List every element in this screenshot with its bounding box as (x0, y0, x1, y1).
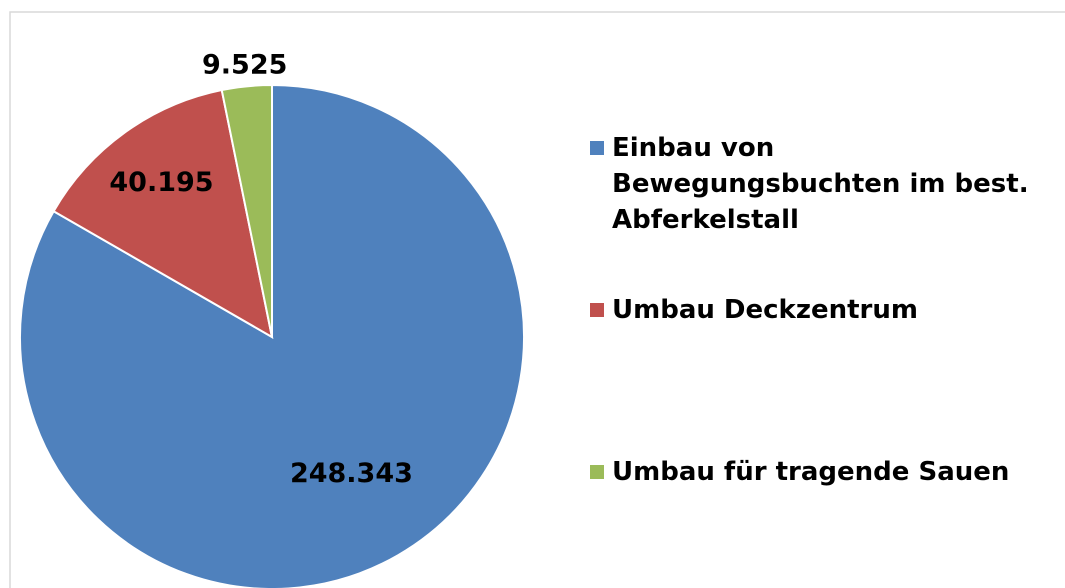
legend-swatch (590, 465, 604, 479)
data-label: 248.343 (290, 458, 413, 489)
pie-slice (220, 83, 273, 338)
pie-slice (52, 88, 274, 339)
legend-swatch (590, 141, 604, 155)
data-label: 40.195 (109, 167, 213, 198)
legend-label: Umbau für tragende Sauen (612, 457, 1010, 487)
chart-frame (9, 11, 1065, 588)
pie-slice (19, 83, 525, 588)
data-label: 9.525 (202, 50, 287, 81)
legend-label: Einbau von Bewegungsbuchten im best. Abf… (612, 133, 1029, 235)
legend-label: Umbau Deckzentrum (612, 295, 918, 325)
legend-swatch (590, 303, 604, 317)
